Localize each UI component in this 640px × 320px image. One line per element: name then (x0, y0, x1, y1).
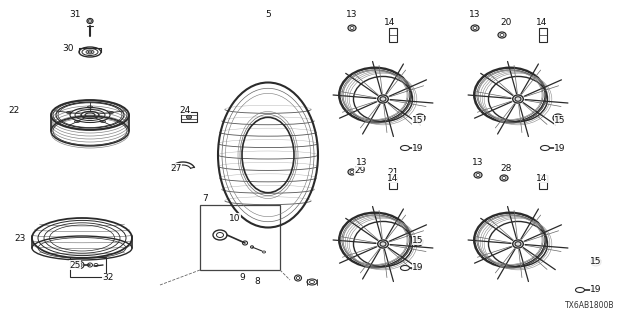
Text: 21: 21 (387, 167, 399, 177)
Text: 15: 15 (412, 236, 424, 244)
Text: 19: 19 (412, 263, 424, 273)
Text: 25: 25 (69, 260, 81, 269)
Text: 14: 14 (536, 173, 548, 182)
Text: 24: 24 (179, 106, 191, 115)
Text: 30: 30 (62, 44, 74, 52)
Text: 14: 14 (387, 173, 399, 182)
Ellipse shape (513, 95, 524, 103)
Text: 13: 13 (356, 157, 368, 166)
Text: 14: 14 (536, 18, 548, 27)
Text: 32: 32 (102, 274, 114, 283)
FancyBboxPatch shape (539, 175, 547, 189)
Text: 19: 19 (412, 143, 424, 153)
Text: 13: 13 (472, 157, 484, 166)
Text: 31: 31 (69, 10, 81, 19)
Text: 9: 9 (239, 274, 245, 283)
Text: 10: 10 (229, 213, 241, 222)
Text: 19: 19 (590, 285, 602, 294)
FancyBboxPatch shape (539, 28, 547, 42)
Text: 15: 15 (554, 116, 566, 124)
Ellipse shape (513, 240, 524, 248)
Text: 14: 14 (384, 18, 396, 27)
Text: 13: 13 (346, 10, 358, 19)
FancyBboxPatch shape (200, 205, 280, 270)
Text: 28: 28 (500, 164, 512, 172)
Text: 19: 19 (554, 143, 566, 153)
Text: TX6AB1800B: TX6AB1800B (565, 300, 615, 309)
Text: 7: 7 (202, 194, 208, 203)
Ellipse shape (378, 95, 388, 103)
Text: 20: 20 (500, 18, 512, 27)
Text: 15: 15 (412, 116, 424, 124)
FancyBboxPatch shape (389, 28, 397, 42)
Ellipse shape (378, 240, 388, 248)
FancyBboxPatch shape (181, 112, 197, 122)
Text: 5: 5 (265, 10, 271, 19)
Text: 27: 27 (170, 164, 182, 172)
FancyBboxPatch shape (389, 175, 397, 189)
Text: 23: 23 (14, 234, 26, 243)
Text: 29: 29 (355, 165, 365, 174)
Text: 13: 13 (469, 10, 481, 19)
FancyBboxPatch shape (70, 257, 106, 277)
Text: 8: 8 (254, 277, 260, 286)
Text: 15: 15 (590, 258, 602, 267)
Text: 22: 22 (8, 106, 20, 115)
